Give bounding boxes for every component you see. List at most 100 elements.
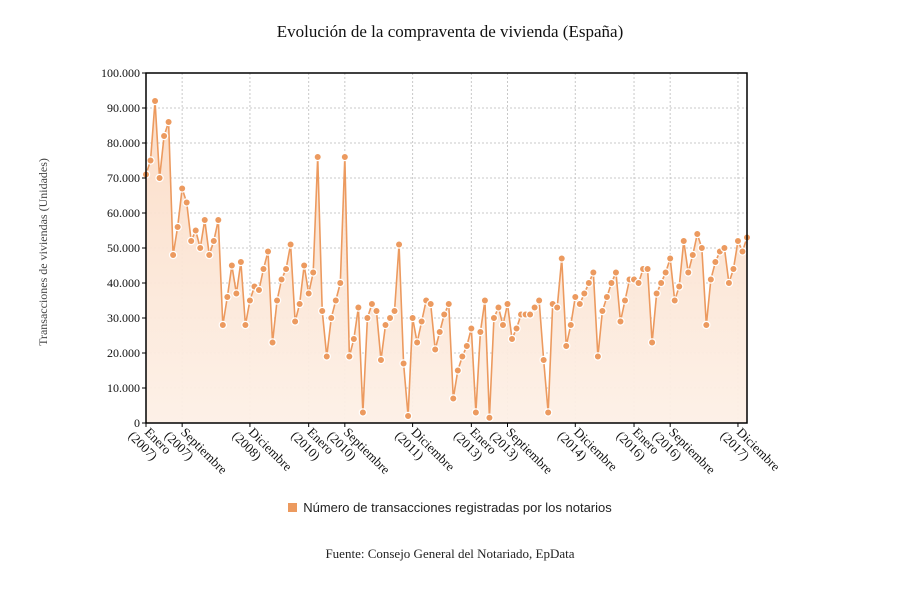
data-point	[155, 173, 164, 183]
data-point	[525, 310, 535, 319]
data-point	[376, 355, 386, 365]
data-point	[385, 313, 395, 323]
data-point	[182, 198, 191, 207]
data-point	[697, 243, 707, 253]
data-point	[196, 243, 205, 253]
data-point	[236, 257, 246, 267]
data-point	[164, 117, 173, 127]
legend-swatch	[288, 503, 298, 512]
data-point	[643, 264, 652, 274]
data-point	[684, 268, 693, 277]
data-point	[711, 257, 720, 267]
data-point	[458, 352, 467, 361]
data-point	[607, 278, 616, 288]
data-point	[616, 317, 625, 326]
data-point	[205, 250, 214, 260]
data-point	[566, 320, 575, 330]
data-point	[480, 296, 490, 305]
data-point	[589, 268, 598, 277]
data-point	[232, 289, 241, 298]
data-point	[553, 303, 562, 312]
data-point	[611, 268, 621, 277]
data-point	[444, 299, 453, 309]
data-point	[408, 313, 417, 323]
y-tick-label: 0	[134, 416, 140, 430]
data-point	[363, 313, 372, 323]
data-point	[358, 408, 368, 417]
y-tick-label: 100.000	[101, 66, 140, 80]
data-point	[435, 327, 444, 337]
x-tick-label: Septiembre(2010)	[324, 425, 393, 478]
data-point	[720, 243, 729, 253]
data-point	[693, 229, 702, 239]
data-point	[218, 320, 228, 330]
data-point	[417, 317, 426, 326]
data-point	[318, 306, 327, 316]
data-point	[146, 156, 155, 165]
data-point	[259, 264, 268, 274]
legend-label: Número de transacciones registradas por …	[303, 500, 612, 515]
data-point	[209, 236, 218, 246]
data-point	[679, 236, 688, 246]
data-point	[214, 215, 223, 225]
y-tick-label: 20.000	[107, 346, 140, 360]
data-point	[304, 289, 313, 298]
data-point	[426, 299, 435, 309]
data-point	[485, 413, 494, 422]
data-point	[733, 236, 743, 246]
data-point	[453, 366, 462, 375]
y-tick-label: 90.000	[107, 101, 140, 115]
data-point	[159, 131, 169, 141]
data-point	[449, 394, 458, 403]
data-point	[729, 264, 738, 274]
y-axis-label: Transacciones de viviendas (Unidades)	[36, 158, 50, 346]
data-point	[327, 313, 336, 323]
series-area	[146, 101, 747, 423]
data-point	[724, 278, 734, 288]
data-point	[227, 261, 237, 270]
data-point	[412, 338, 422, 347]
y-tick-label: 70.000	[107, 171, 140, 185]
data-point	[390, 306, 399, 316]
data-point	[340, 152, 350, 162]
data-point	[634, 278, 643, 288]
data-point	[254, 285, 264, 295]
data-point	[372, 306, 381, 316]
data-point	[571, 292, 580, 302]
data-point	[272, 296, 282, 305]
data-point	[440, 310, 449, 319]
data-point	[268, 338, 277, 347]
data-point	[706, 275, 716, 284]
data-point	[309, 268, 318, 277]
data-point	[530, 303, 539, 312]
data-point	[498, 320, 508, 330]
y-tick-label: 30.000	[107, 311, 140, 325]
data-point	[186, 236, 196, 246]
data-point	[345, 352, 354, 361]
data-point	[263, 247, 273, 256]
data-point	[462, 341, 472, 351]
data-point	[534, 296, 544, 305]
y-axis-ticks: 0 10.000 20.000 30.000 40.000 50.000 60.000 70.…	[101, 66, 146, 430]
data-point	[177, 184, 187, 193]
y-tick-label: 80.000	[107, 136, 140, 150]
data-point	[647, 338, 657, 347]
data-point	[702, 320, 711, 330]
data-point	[670, 296, 679, 305]
data-point	[562, 341, 571, 351]
data-point	[295, 299, 304, 309]
data-point	[245, 296, 255, 305]
data-point	[661, 268, 670, 277]
data-point	[598, 306, 607, 316]
data-point	[543, 408, 553, 417]
data-point	[512, 324, 521, 333]
x-tick-label: Diciembre(2014)	[555, 425, 621, 475]
data-point	[286, 240, 295, 249]
data-point	[241, 320, 250, 330]
data-point	[191, 226, 200, 235]
data-point	[290, 317, 300, 326]
data-point	[381, 320, 390, 330]
data-point	[620, 296, 630, 305]
